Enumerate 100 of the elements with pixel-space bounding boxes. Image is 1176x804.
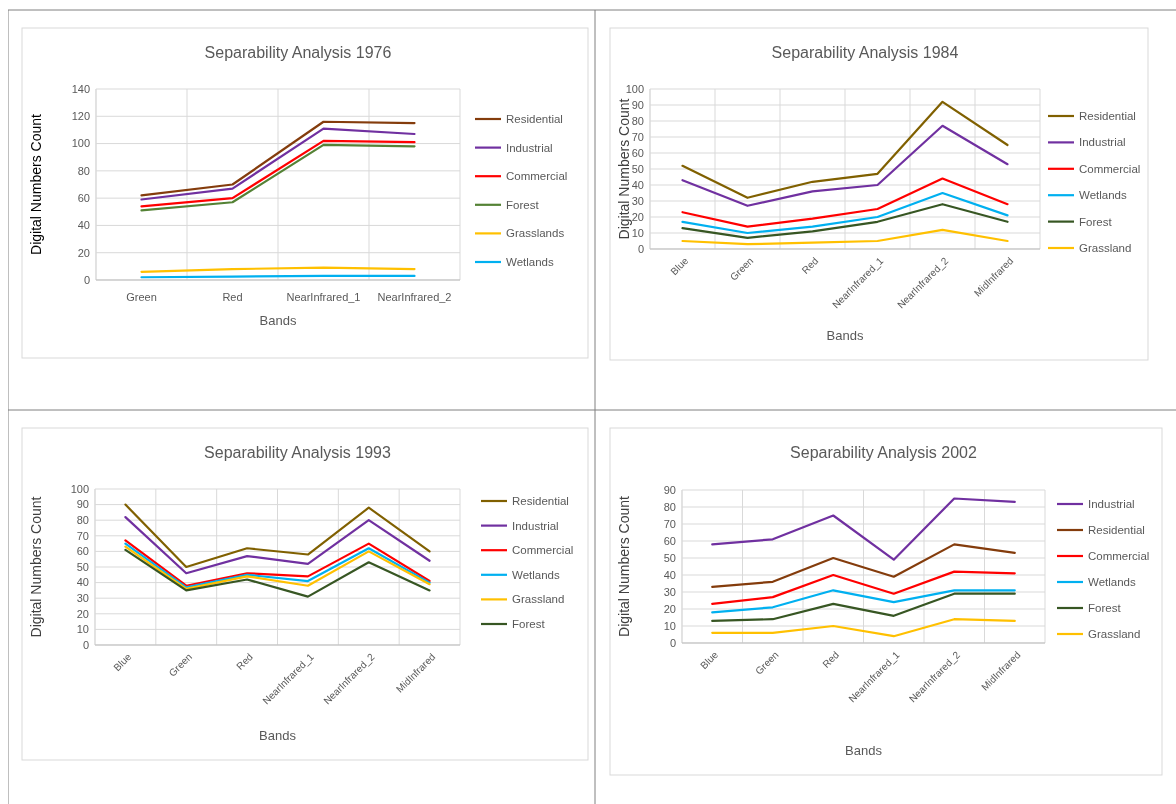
- legend-label: Industrial: [506, 141, 553, 154]
- y-tick-label: 90: [663, 483, 676, 496]
- y-tick-label: 0: [669, 636, 676, 649]
- legend-label: Wetlands: [1079, 189, 1127, 202]
- x-tick-label: Red: [820, 649, 842, 670]
- legend-label: Wetlands: [506, 256, 554, 269]
- x-tick-label: Red: [222, 291, 243, 303]
- legend-label: Residential: [1088, 524, 1145, 537]
- chart-title: Separability Analysis 2002: [790, 444, 977, 461]
- chart-title: Separability Analysis 1984: [771, 44, 959, 61]
- legend-label: Forest: [512, 618, 546, 631]
- y-tick-label: 10: [631, 226, 644, 239]
- y-tick-label: 50: [663, 551, 676, 564]
- legend-label: Industrial: [1079, 136, 1126, 149]
- line-series: [124, 548, 431, 598]
- line-series: [711, 497, 1016, 561]
- y-tick-label: 70: [631, 130, 644, 143]
- y-tick-label: 80: [631, 114, 644, 127]
- y-tick-label: 40: [663, 568, 676, 581]
- y-tick-label: 140: [71, 82, 90, 95]
- y-tick-label: 90: [76, 498, 89, 511]
- y-tick-label: 50: [76, 560, 89, 573]
- legend-label: Wetlands: [1088, 576, 1136, 589]
- x-axis-title: Bands: [259, 728, 297, 743]
- y-tick-label: 20: [76, 607, 89, 620]
- y-axis-title: Digital Numbers Count: [615, 98, 632, 240]
- y-tick-label: 40: [631, 178, 644, 191]
- y-tick-label: 40: [76, 576, 89, 589]
- y-tick-label: 0: [82, 638, 89, 651]
- y-tick-label: 100: [625, 82, 644, 95]
- legend-label: Residential: [512, 495, 569, 508]
- y-axis-title: Digital Numbers Count: [27, 496, 44, 638]
- x-tick-label: Red: [234, 651, 255, 672]
- line-series: [124, 515, 431, 575]
- y-tick-label: 60: [77, 191, 90, 204]
- x-tick-label: Blue: [668, 254, 691, 278]
- legend-label: Industrial: [512, 519, 559, 532]
- x-tick-label: NearInfrared_2: [377, 291, 452, 303]
- chart-title: Separability Analysis 1976: [204, 44, 392, 61]
- line-series: [681, 203, 1009, 239]
- y-tick-label: 10: [76, 623, 89, 636]
- y-tick-label: 30: [631, 194, 644, 207]
- y-axis-title: Digital Numbers Count: [615, 495, 632, 637]
- legend-label: Industrial: [1088, 498, 1135, 511]
- legend-label: Grassland: [1088, 628, 1141, 641]
- legend-label: Grassland: [512, 593, 565, 606]
- y-tick-label: 120: [71, 110, 90, 123]
- legend-label: Residential: [506, 113, 563, 126]
- legend-label: Commercial: [1088, 550, 1150, 563]
- y-tick-label: 100: [70, 482, 89, 495]
- y-tick-label: 30: [663, 585, 676, 598]
- line-series: [711, 592, 1016, 622]
- x-axis-title: Bands: [259, 313, 297, 328]
- y-tick-label: 20: [77, 246, 90, 259]
- x-axis-title: Bands: [826, 328, 864, 343]
- x-tick-label: Red: [799, 255, 821, 276]
- y-tick-label: 30: [76, 592, 89, 605]
- y-tick-label: 20: [631, 210, 644, 223]
- line-series: [681, 228, 1009, 246]
- x-tick-label: Blue: [698, 648, 721, 672]
- y-tick-label: 0: [637, 242, 644, 255]
- y-tick-label: 0: [83, 273, 90, 286]
- y-tick-label: 70: [663, 517, 676, 530]
- y-tick-label: 60: [76, 545, 89, 558]
- y-tick-label: 60: [663, 534, 676, 547]
- legend-label: Commercial: [1079, 162, 1141, 175]
- y-tick-label: 10: [663, 619, 676, 632]
- legend-label: Forest: [1079, 215, 1113, 228]
- x-axis-title: Bands: [845, 743, 883, 758]
- chart-title: Separability Analysis 1993: [204, 444, 391, 461]
- line-series: [681, 177, 1009, 228]
- line-series: [681, 100, 1009, 199]
- line-series: [124, 503, 431, 569]
- y-tick-label: 90: [631, 98, 644, 111]
- y-tick-label: 80: [663, 500, 676, 513]
- legend-label: Commercial: [506, 170, 568, 183]
- y-tick-label: 100: [71, 137, 90, 150]
- legend-label: Grasslands: [506, 227, 565, 240]
- y-tick-label: 80: [77, 164, 90, 177]
- y-tick-label: 40: [77, 219, 90, 232]
- y-tick-label: 80: [76, 514, 89, 527]
- y-tick-label: 60: [631, 146, 644, 159]
- x-tick-label: Green: [126, 291, 157, 303]
- y-tick-label: 50: [631, 162, 644, 175]
- legend-label: Forest: [506, 198, 540, 211]
- x-tick-label: NearInfrared_1: [286, 291, 361, 303]
- line-series: [681, 191, 1009, 235]
- line-series: [711, 618, 1016, 638]
- x-tick-label: Blue: [111, 650, 134, 674]
- legend-label: Commercial: [512, 544, 574, 557]
- y-tick-label: 20: [663, 602, 676, 615]
- y-tick-label: 70: [76, 529, 89, 542]
- legend-label: Forest: [1088, 602, 1122, 615]
- line-series: [681, 124, 1009, 207]
- line-series: [711, 589, 1016, 614]
- line-series: [711, 543, 1016, 588]
- line-series: [711, 570, 1016, 605]
- legend-label: Residential: [1079, 110, 1136, 123]
- y-axis-title: Digital Numbers Count: [27, 113, 44, 255]
- legend-label: Wetlands: [512, 568, 560, 581]
